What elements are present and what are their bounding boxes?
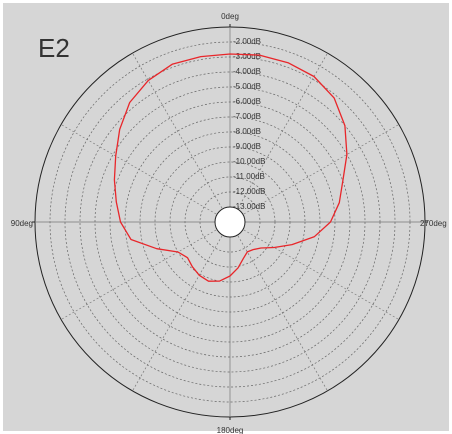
r-tick-label: -2.00dB: [233, 37, 261, 46]
spoke: [229, 221, 328, 392]
grid-ring: [124, 116, 336, 328]
r-tick-label: -3.00dB: [233, 52, 261, 61]
grid-ring: [109, 101, 351, 343]
r-tick-label: -5.00dB: [233, 82, 261, 91]
spoke: [132, 52, 231, 223]
chart-title: E2: [38, 33, 70, 63]
r-tick-label: -4.00dB: [233, 67, 261, 76]
spoke: [229, 221, 400, 320]
grid-ring: [184, 176, 276, 268]
grid-ring: [214, 206, 246, 238]
r-tick-label: -9.00dB: [233, 142, 261, 151]
grid-ring: [94, 86, 366, 358]
grid-ring: [49, 41, 411, 403]
theta-tick-label: 0deg: [221, 12, 239, 21]
spoke: [132, 221, 231, 392]
r-tick-label: -10.00dB: [233, 157, 265, 166]
spoke: [60, 124, 231, 223]
r-tick-label: -6.00dB: [233, 97, 261, 106]
spoke: [229, 52, 328, 223]
grid-ring: [139, 131, 321, 313]
r-tick-label: -8.00dB: [233, 127, 261, 136]
r-tick-label: -7.00dB: [233, 112, 261, 121]
r-tick-label: -11.00dB: [233, 172, 265, 181]
theta-tick-label: 90deg: [11, 219, 33, 228]
spoke: [229, 124, 400, 223]
grid-ring: [199, 191, 261, 253]
spoke: [60, 221, 231, 320]
grid-ring: [154, 146, 306, 298]
grid-ring: [169, 161, 291, 283]
r-tick-label: -13.00dB: [233, 202, 265, 211]
theta-tick-label: 180deg: [217, 426, 244, 434]
theta-tick-label: 270deg: [420, 219, 447, 228]
pattern-line: [113, 53, 348, 282]
r-tick-label: -12.00dB: [233, 187, 265, 196]
grid-ring: [79, 71, 381, 373]
grid-ring: [64, 56, 396, 388]
